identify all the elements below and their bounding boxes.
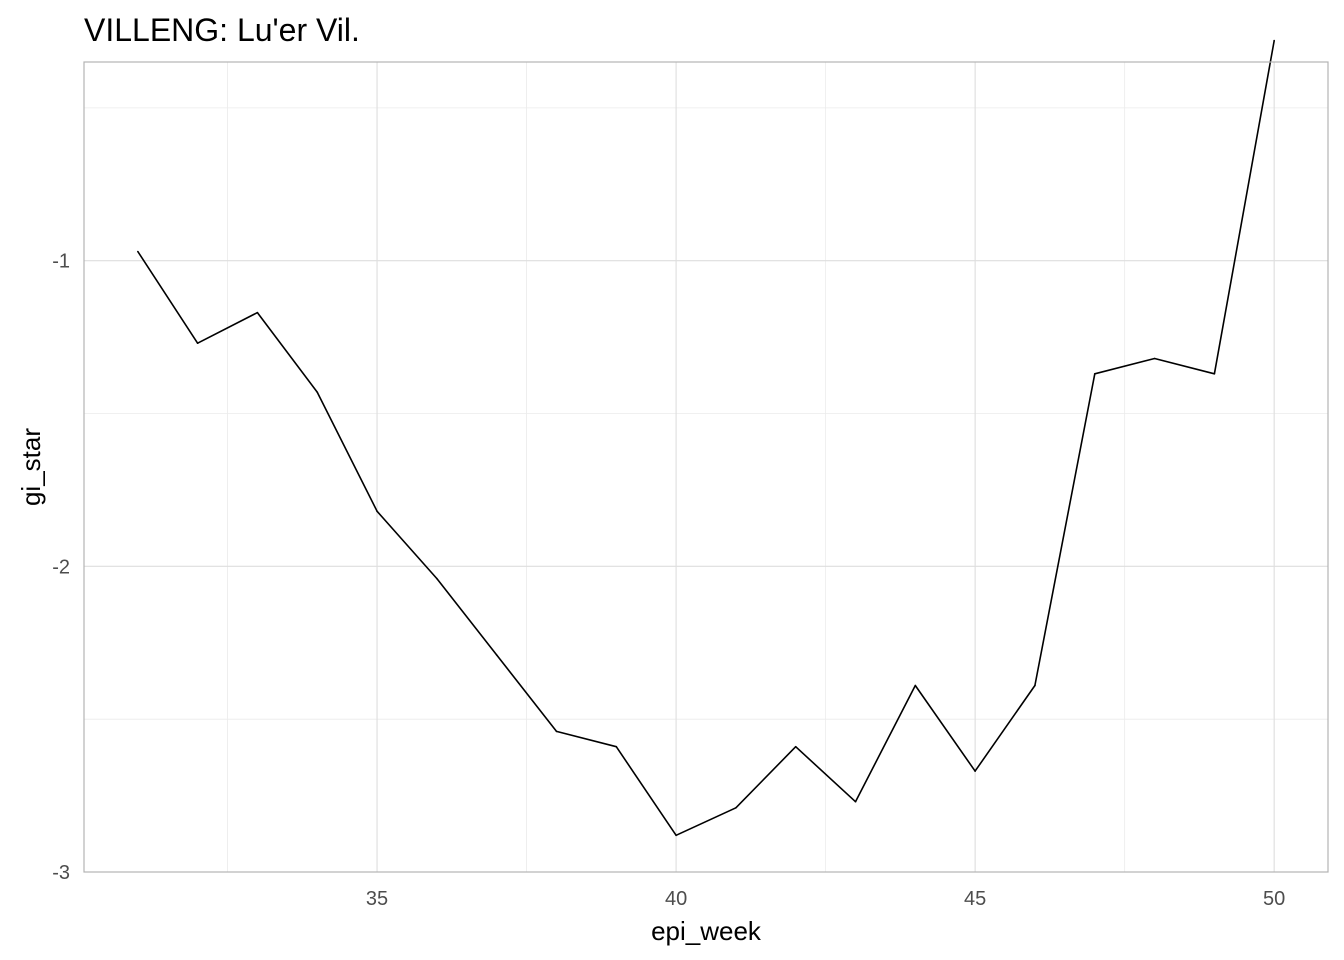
data-point <box>1093 372 1096 375</box>
data-point <box>1213 372 1216 375</box>
y-tick-label: -3 <box>52 862 70 884</box>
data-point <box>615 745 618 748</box>
plot-panel-border <box>83 61 1329 873</box>
x-tick-label: 50 <box>1263 888 1285 910</box>
x-axis-title: epi_week <box>651 916 762 946</box>
x-axis-ticks: 35 40 45 50 <box>366 888 1285 910</box>
y-tick-label: -2 <box>52 556 70 578</box>
data-point <box>256 311 259 314</box>
data-point <box>316 391 319 393</box>
data-point <box>914 684 917 687</box>
y-tick-label: -1 <box>52 251 70 273</box>
y-axis-title: gi_star <box>16 428 46 506</box>
data-point <box>495 654 498 656</box>
minor-gridlines <box>84 62 1328 872</box>
major-gridlines <box>84 62 1328 873</box>
data-point <box>1153 357 1156 360</box>
chart-title: VILLENG: Lu'er Vil. <box>84 12 360 48</box>
data-point <box>196 342 199 345</box>
series-layer <box>137 39 1275 837</box>
y-axis-ticks: -3 -2 -1 <box>52 251 70 884</box>
x-tick-label: 40 <box>665 888 687 910</box>
data-point <box>735 807 737 809</box>
data-point <box>1273 39 1275 42</box>
data-point <box>974 770 976 772</box>
data-point <box>376 510 378 513</box>
data-point <box>436 577 438 580</box>
series-line <box>137 40 1275 837</box>
data-point <box>555 730 558 733</box>
x-tick-label: 45 <box>964 888 986 910</box>
data-point <box>675 834 677 837</box>
data-point <box>1034 684 1036 687</box>
data-point <box>794 745 797 748</box>
data-point <box>854 800 857 803</box>
data-point <box>137 250 139 253</box>
x-tick-label: 35 <box>366 888 388 910</box>
